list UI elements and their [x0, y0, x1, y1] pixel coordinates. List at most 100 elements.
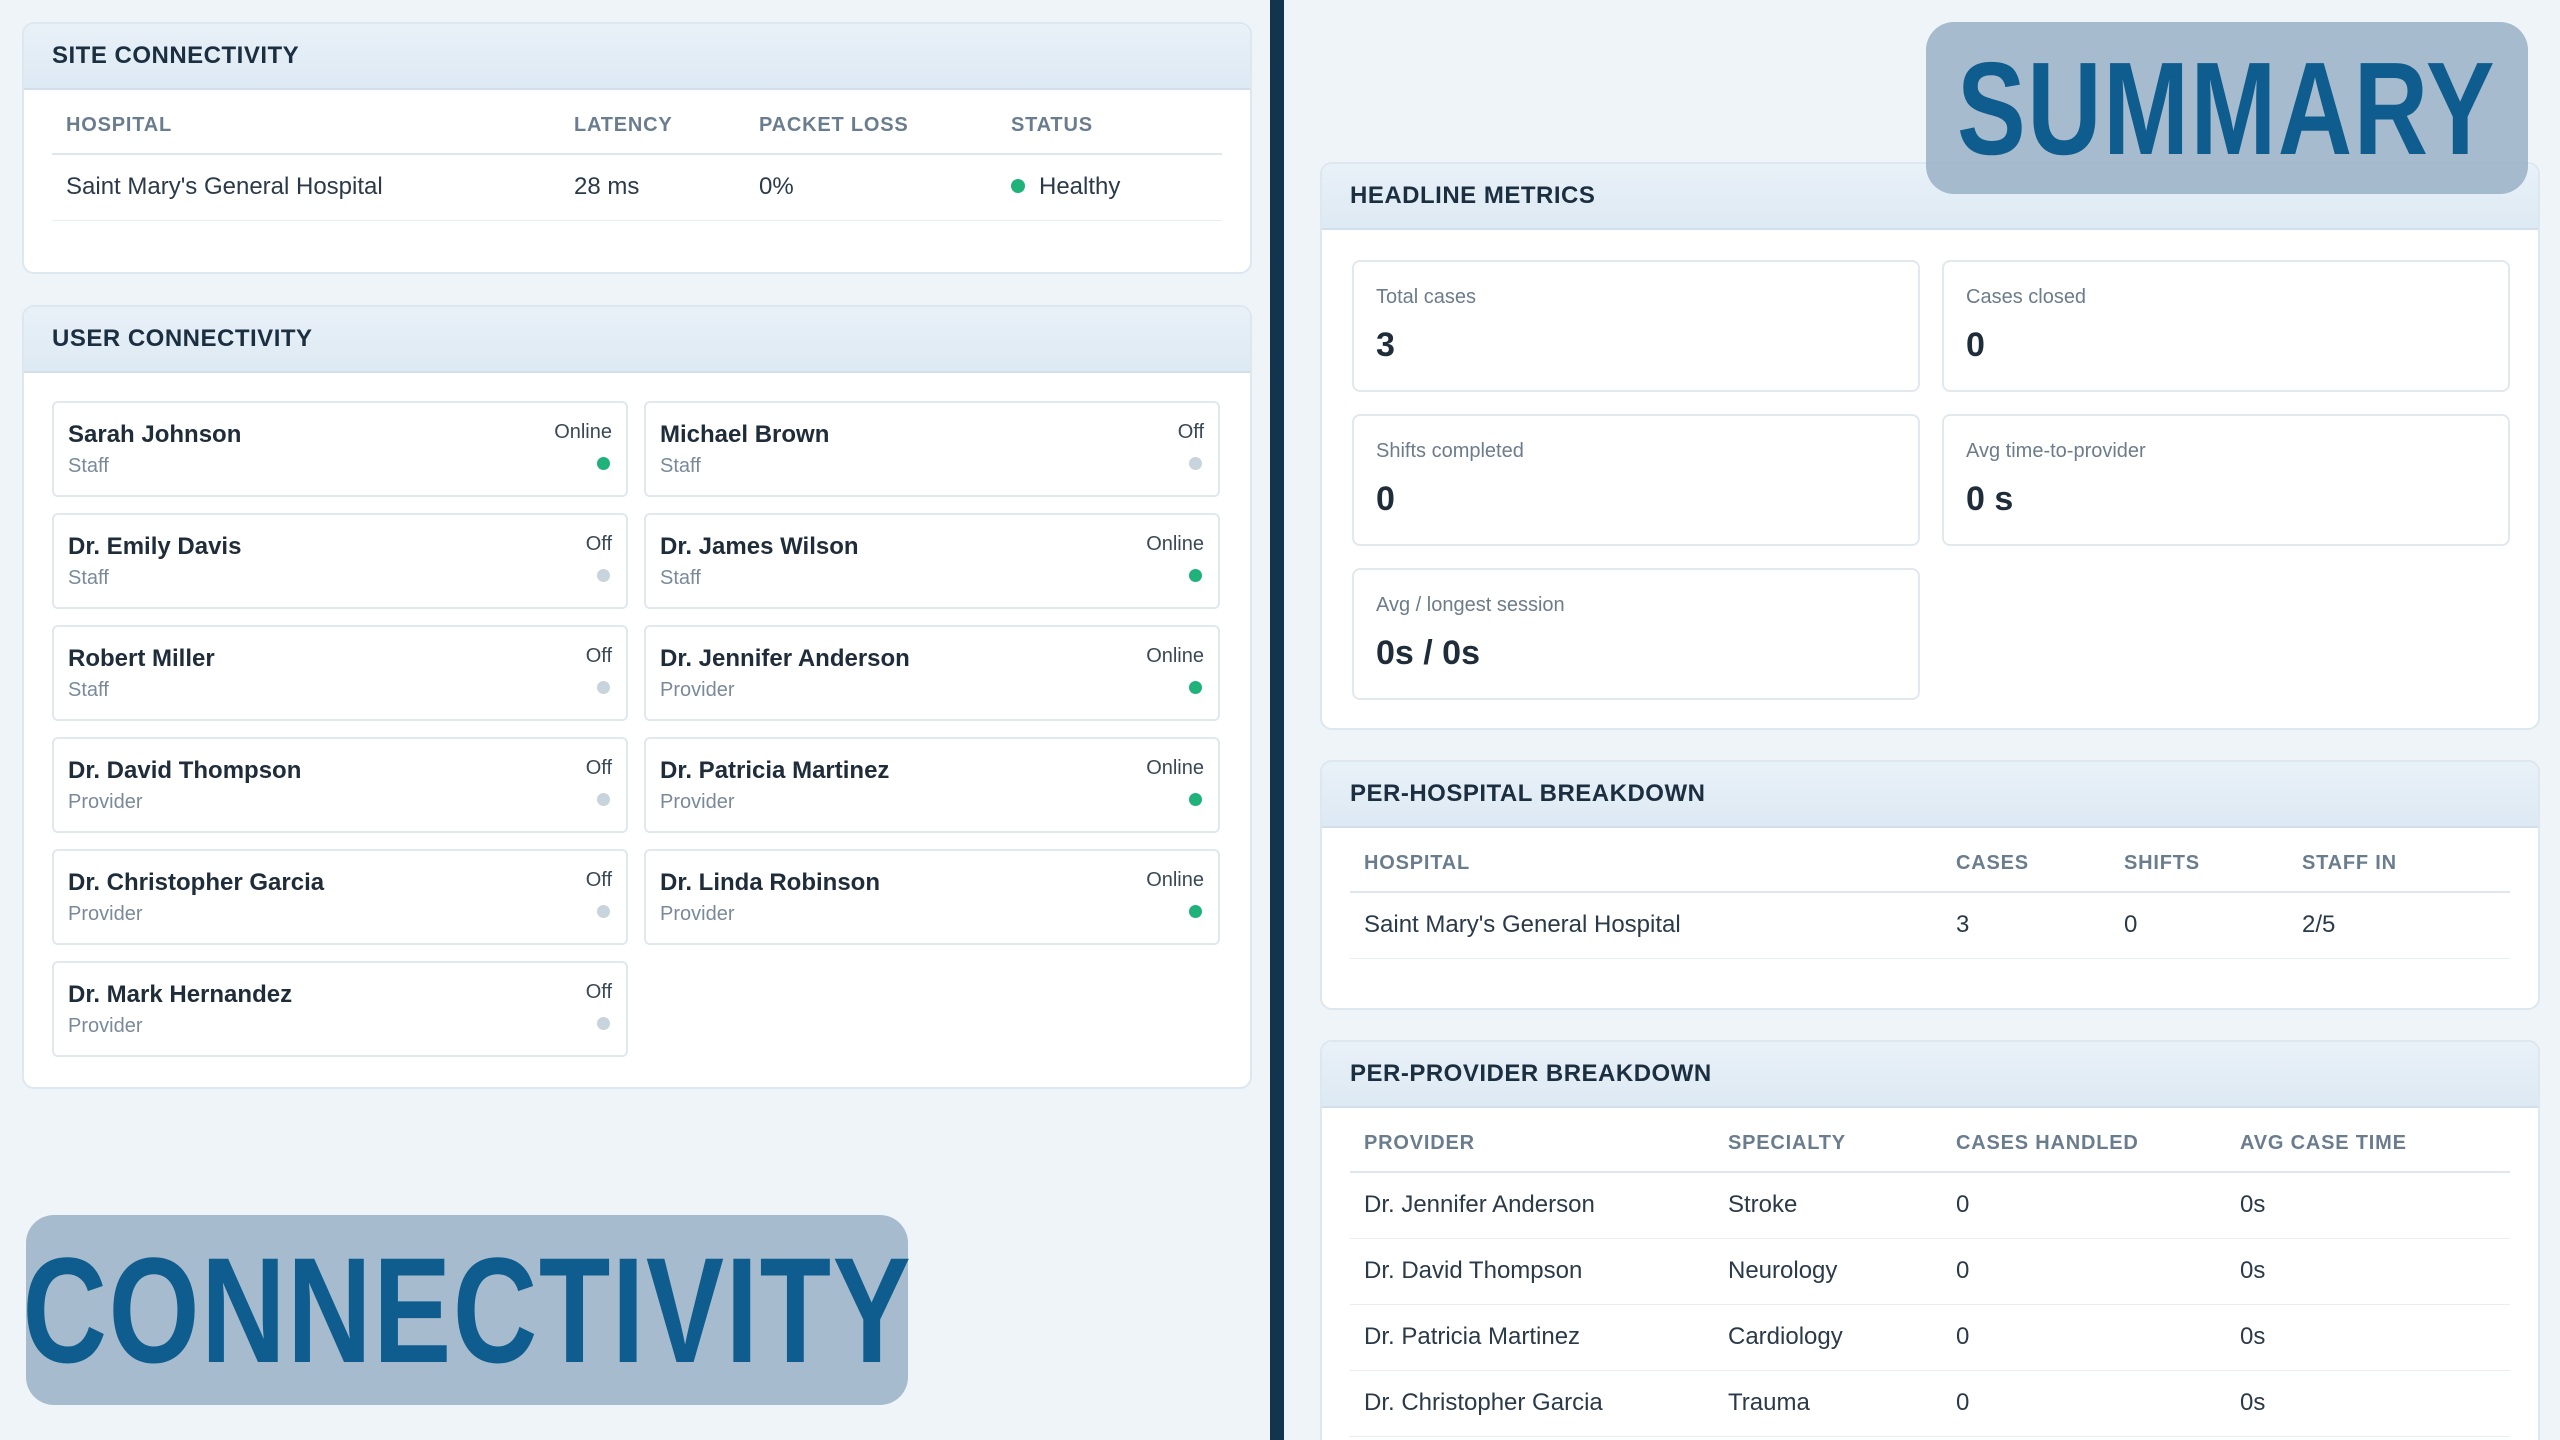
user-status: Online — [1146, 869, 1204, 891]
avg-case-time-cell: 0s — [2240, 1370, 2510, 1437]
user-role: Provider — [660, 903, 735, 925]
col-packet-loss: PACKET LOSS — [759, 90, 1011, 155]
summary-overlay-text: SUMMARY — [1957, 34, 2497, 182]
specialty-cell: Stroke — [1728, 1172, 1956, 1239]
user-status: Online — [1146, 645, 1204, 667]
user-name: Dr. David Thompson — [68, 757, 302, 784]
user-name: Robert Miller — [68, 645, 215, 672]
per-provider-table: PROVIDER SPECIALTY CASES HANDLED AVG CAS… — [1350, 1108, 2510, 1437]
status-dot-icon — [597, 457, 610, 470]
user-status: Online — [1146, 757, 1204, 779]
user-role: Staff — [68, 679, 109, 701]
col-staff-in: STAFF IN — [2302, 828, 2510, 893]
provider-table-body: Dr. Jennifer Anderson Stroke 0 0s Dr. David … — [1350, 1172, 2510, 1437]
status-dot-icon — [1011, 178, 1025, 193]
user-name: Dr. James Wilson — [660, 533, 859, 560]
status-dot-icon — [1189, 681, 1202, 694]
metric-value: 0s / 0s — [1376, 634, 1480, 672]
user-role: Provider — [660, 679, 735, 701]
user-name: Dr. Jennifer Anderson — [660, 645, 910, 672]
per-hospital-card: PER-HOSPITAL BREAKDOWN HOSPITAL CASES SH… — [1320, 760, 2540, 1010]
user-card: Dr. Emily Davis Staff Off — [52, 513, 628, 609]
status-dot-icon — [597, 905, 610, 918]
panel-divider — [1270, 0, 1284, 1440]
col-hospital: HOSPITAL — [52, 90, 574, 155]
col-cases: CASES — [1956, 828, 2124, 893]
cases-handled-cell: 0 — [1956, 1370, 2240, 1437]
status-dot-icon — [597, 793, 610, 806]
metric-total-cases: Total cases 3 — [1352, 260, 1920, 392]
avg-case-time-cell: 0s — [2240, 1304, 2510, 1371]
user-name: Dr. Christopher Garcia — [68, 869, 325, 896]
provider-cell: Dr. Jennifer Anderson — [1350, 1172, 1728, 1239]
user-card: Sarah Johnson Staff Online — [52, 401, 628, 497]
specialty-cell: Trauma — [1728, 1370, 1956, 1437]
per-hospital-title: PER-HOSPITAL BREAKDOWN — [1322, 762, 2538, 828]
status-dot-icon — [597, 569, 610, 582]
user-card: Dr. Patricia Martinez Provider Online — [644, 737, 1220, 833]
metric-value: 0 s — [1966, 480, 2014, 518]
per-provider-title: PER-PROVIDER BREAKDOWN — [1322, 1042, 2538, 1108]
user-status: Off — [585, 869, 612, 891]
provider-cell: Dr. David Thompson — [1350, 1238, 1728, 1305]
user-role: Staff — [68, 455, 109, 477]
user-name: Sarah Johnson — [68, 421, 242, 448]
user-status: Online — [1146, 533, 1204, 555]
specialty-cell: Cardiology — [1728, 1304, 1956, 1371]
col-provider: PROVIDER — [1350, 1108, 1728, 1173]
table-row: Saint Mary's General Hospital 28 ms 0% H… — [52, 154, 1222, 221]
metric-value: 3 — [1376, 326, 1395, 364]
metric-label: Cases closed — [1966, 286, 2087, 308]
connectivity-overlay: CONNECTIVITY — [22, 1215, 910, 1405]
metric-value: 0 — [1966, 326, 1985, 364]
col-hospital: HOSPITAL — [1350, 828, 1956, 893]
cases-handled-cell: 0 — [1956, 1304, 2240, 1371]
user-card: Dr. Christopher Garcia Provider Off — [52, 849, 628, 945]
cases-handled-cell: 0 — [1956, 1238, 2240, 1305]
user-name: Dr. Mark Hernandez — [68, 981, 293, 1008]
col-specialty: SPECIALTY — [1728, 1108, 1956, 1173]
metric-label: Avg / longest session — [1376, 594, 1565, 616]
user-status: Off — [585, 533, 612, 555]
user-status: Off — [585, 981, 612, 1003]
table-row: Saint Mary's General Hospital 3 0 2/5 — [1350, 892, 2510, 959]
user-name: Dr. Emily Davis — [68, 533, 242, 560]
col-avg-case-time: AVG CASE TIME — [2240, 1108, 2510, 1173]
user-role: Provider — [68, 1015, 143, 1037]
table-row: Dr. David Thompson Neurology 0 0s — [1350, 1238, 2510, 1305]
avg-case-time-cell: 0s — [2240, 1172, 2510, 1239]
connectivity-overlay-text: CONNECTIVITY — [22, 1225, 912, 1394]
site-connectivity-table: HOSPITAL LATENCY PACKET LOSS STATUS Sain… — [52, 90, 1222, 221]
user-card: Dr. David Thompson Provider Off — [52, 737, 628, 833]
status-dot-icon — [1189, 793, 1202, 806]
status-dot-icon — [597, 1017, 610, 1030]
user-role: Staff — [68, 567, 109, 589]
status-text: Healthy — [1039, 173, 1121, 201]
user-role: Provider — [68, 903, 143, 925]
user-card: Dr. Jennifer Anderson Provider Online — [644, 625, 1220, 721]
user-connectivity-card: USER CONNECTIVITY Sarah Johnson Staff Onli… — [22, 305, 1252, 1089]
site-connectivity-title: SITE CONNECTIVITY — [24, 24, 1250, 90]
per-hospital-table: HOSPITAL CASES SHIFTS STAFF IN Saint Mar… — [1350, 828, 2510, 959]
status-dot-icon — [1189, 569, 1202, 582]
metric-avg-time-to-provider: Avg time-to-provider 0 s — [1942, 414, 2510, 546]
metric-label: Shifts completed — [1376, 440, 1524, 462]
user-connectivity-title: USER CONNECTIVITY — [24, 307, 1250, 373]
user-card: Robert Miller Staff Off — [52, 625, 628, 721]
col-latency: LATENCY — [574, 90, 759, 155]
user-status: Off — [585, 757, 612, 779]
packet-loss-cell: 0% — [759, 154, 1011, 221]
status-dot-icon — [597, 681, 610, 694]
avg-case-time-cell: 0s — [2240, 1238, 2510, 1305]
provider-cell: Dr. Christopher Garcia — [1350, 1370, 1728, 1437]
user-role: Staff — [660, 567, 701, 589]
table-row: Dr. Jennifer Anderson Stroke 0 0s — [1350, 1172, 2510, 1239]
cases-cell: 3 — [1956, 892, 2124, 959]
hospital-cell: Saint Mary's General Hospital — [52, 154, 574, 221]
user-grid: Sarah Johnson Staff Online Michael Brown Sta… — [52, 401, 1220, 1057]
user-name: Dr. Linda Robinson — [660, 869, 880, 896]
status-dot-icon — [1189, 457, 1202, 470]
status-cell: Healthy — [1011, 154, 1222, 221]
user-role: Provider — [68, 791, 143, 813]
